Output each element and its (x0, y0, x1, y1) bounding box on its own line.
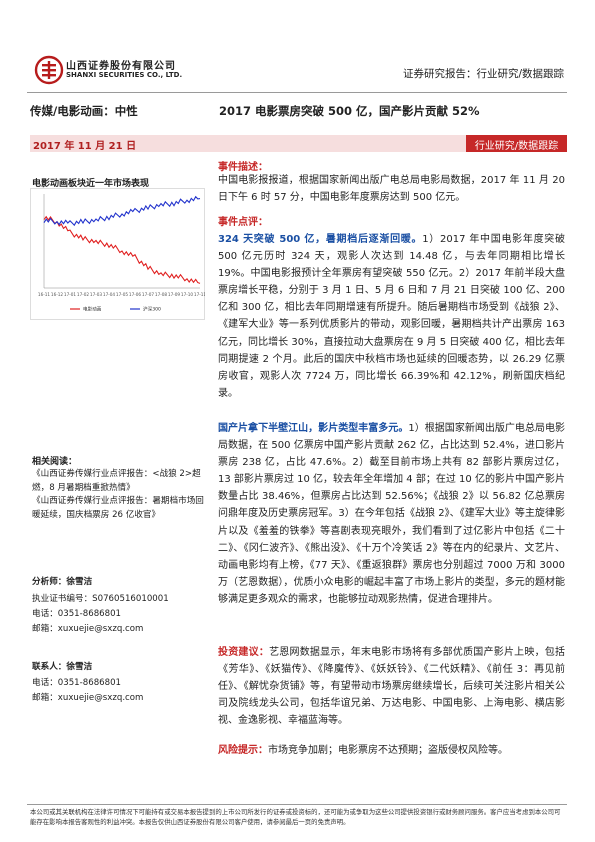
event-comment-heading: 事件点评： (218, 217, 268, 228)
report-type: 证券研究报告：行业研究/数据跟踪 (402, 68, 564, 80)
paragraph-domestic-films: 国产片拿下半壁江山，影片类型丰富多元。1）根据国家新闻出版广电总局电影局数据，在… (218, 420, 565, 608)
x-tick-label: 17-01 (64, 292, 77, 297)
chart-title: 电影动画板块近一年市场表现 (32, 179, 150, 189)
header-divider (27, 92, 567, 93)
chart-frame (30, 188, 205, 320)
legend-label: 沪深300 (143, 306, 161, 313)
related-reading-item: 《山西证券传媒行业点评报告：暑期档市场回暖延续，国庆档票房 26 亿收官》 (32, 496, 204, 520)
legend-label: 电影动画 (83, 306, 102, 313)
sector-rating: 传媒/电影动画：中性 (30, 104, 138, 118)
x-tick-label: 17-02 (77, 292, 90, 297)
paragraph-text: 1）2017 年中国电影年度突破 500 亿元历时 324 天，观影人次达到 1… (218, 234, 565, 399)
series-line-1 (43, 195, 201, 227)
related-reading-item: 《山西证券传媒行业点评报告：<战狼 2>超燃，8 月暑期档重掀热情》 (32, 469, 201, 493)
x-tick-label: 17-10 (181, 292, 194, 297)
paragraph-text: 1）根据国家新闻出版广电总局电影局数据，在 500 亿票房中国产影片贡献 262… (218, 423, 565, 605)
report-date: 2017 年 11 月 21 日 (33, 141, 137, 152)
analyst-email: 邮箱：xuxuejie@sxzq.com (32, 624, 144, 634)
date-bar (30, 135, 567, 152)
x-tick-label: 16-12 (51, 292, 64, 297)
x-tick-label: 17-03 (90, 292, 103, 297)
x-tick-label: 16-11 (38, 292, 51, 297)
x-tick-label: 17-05 (116, 292, 129, 297)
report-title: 2017 电影票房突破 500 亿，国产影片贡献 52% (219, 104, 480, 118)
paragraph-heading: 风险提示： (218, 745, 268, 756)
paragraph-box-office: 324 天突破 500 亿，暑期档后逐渐回暖。1）2017 年中国电影年度突破 … (218, 231, 565, 402)
paragraph-heading: 324 天突破 500 亿，暑期档后逐渐回暖。 (218, 234, 423, 245)
x-tick-label: 17-11 (194, 292, 205, 297)
footer-disclaimer: 本公司或其关联机构在法律许可情况下可能持有或交易本报告提到的上市公司所发行的证券… (30, 808, 561, 826)
x-tick-label: 17-09 (168, 292, 181, 297)
paragraph-risk: 风险提示：市场竞争加剧；电影票房不达预期；盗版侵权风险等。 (218, 742, 565, 759)
series-line-0 (43, 215, 201, 284)
related-reading-title: 相关阅读： (32, 457, 78, 467)
x-tick-label: 17-06 (129, 292, 142, 297)
contact-name: 联系人：徐雪洁 (32, 662, 93, 672)
x-tick-label: 17-04 (103, 292, 116, 297)
company-name-cn: 山西证券股份有限公司 (66, 61, 176, 72)
market-performance-chart: 16-11 16-12 17-01 17-02 17-03 17-04 17-05 17-06… (30, 188, 205, 320)
paragraph-heading: 投资建议： (218, 647, 270, 658)
company-name-en: SHANXI SECURITIES CO., LTD. (66, 71, 183, 79)
paragraph-heading: 国产片拿下半壁江山，影片类型丰富多元。 (218, 423, 409, 434)
event-description-heading: 事件描述： (218, 162, 268, 173)
paragraph-text: 艺恩网数据显示，年末电影市场将有多部优质国产影片上映，包括《芳华》、《妖猫传》、… (218, 647, 566, 727)
category-tag-label: 行业研究/数据跟踪 (474, 141, 559, 152)
analyst-name: 分析师：徐雪洁 (32, 577, 93, 587)
x-tick-label: 17-08 (155, 292, 168, 297)
contact-tel: 电话：0351-8686801 (32, 678, 122, 688)
category-tag (466, 135, 567, 152)
analyst-cert: 执业证书编号：S0760516010001 (32, 594, 169, 604)
paragraph-investment: 投资建议：艺恩网数据显示，年末电影市场将有多部优质国产影片上映，包括《芳华》、《… (218, 644, 565, 729)
event-description-text: 中国电影报报道，根据国家新闻出版广电总局电影局数据，2017 年 11 月 20… (218, 175, 565, 204)
analyst-tel: 电话：0351-8686801 (32, 609, 122, 619)
footer-divider (27, 804, 567, 805)
logo-icon (34, 55, 64, 85)
contact-email: 邮箱：xuxuejie@sxzq.com (32, 693, 144, 703)
paragraph-text: 市场竞争加剧；电影票房不达预期；盗版侵权风险等。 (268, 745, 508, 756)
x-tick-label: 17-07 (142, 292, 155, 297)
